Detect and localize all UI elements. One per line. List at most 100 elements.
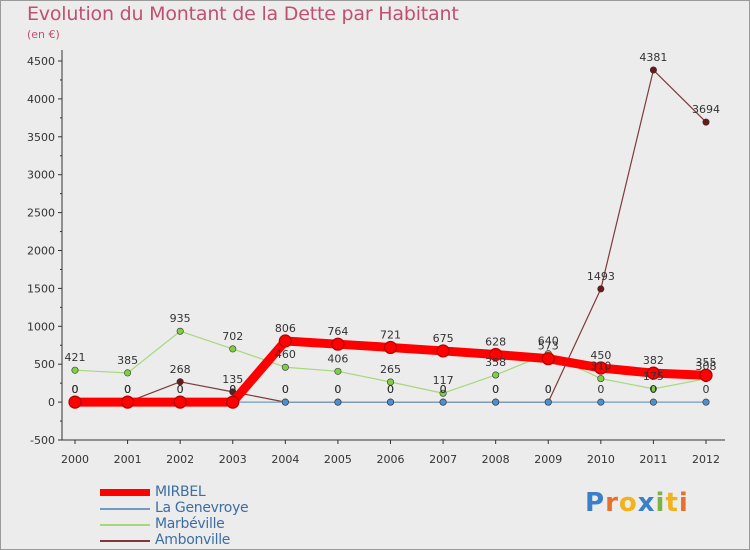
legend-swatch-marbeville: [100, 524, 150, 526]
series-point-0: [278, 334, 292, 348]
y-tick-label: -500: [30, 434, 55, 447]
data-label: 0: [597, 383, 604, 396]
data-label: 310: [590, 360, 611, 373]
x-tick-label: 2008: [482, 453, 510, 466]
logo-letter: r: [605, 488, 619, 518]
data-label: 0: [124, 383, 131, 396]
series-point-2: [597, 375, 605, 383]
x-tick-label: 2005: [324, 453, 352, 466]
data-label: 573: [538, 340, 559, 353]
data-label: 702: [222, 330, 243, 343]
data-label: 0: [545, 383, 552, 396]
legend-item-ambonville: Ambonville: [100, 532, 380, 549]
series-point-2: [439, 389, 447, 397]
data-label: 421: [65, 351, 86, 364]
series-point-0: [383, 340, 398, 355]
data-label: 0: [229, 383, 236, 396]
logo-letter: i: [678, 488, 689, 518]
series-point-2: [334, 367, 342, 375]
data-label: 265: [380, 363, 401, 376]
data-label: 0: [282, 383, 289, 396]
data-label: 764: [327, 325, 348, 338]
series-point-0: [489, 347, 503, 362]
y-tick-label: 2500: [27, 207, 55, 220]
logo-letter: t: [665, 488, 679, 518]
data-label: 460: [275, 348, 296, 361]
data-label: 382: [643, 354, 664, 367]
series-point-1: [281, 398, 289, 406]
series-point-0: [331, 337, 345, 351]
data-label: 0: [334, 383, 341, 396]
data-label: 175: [643, 370, 664, 383]
legend-swatch-ambonville: [100, 540, 150, 542]
data-label: 358: [485, 356, 506, 369]
data-label: 640: [538, 335, 559, 348]
x-tick-label: 2010: [587, 453, 615, 466]
data-label: 0: [72, 383, 79, 396]
data-label: 0: [703, 383, 710, 396]
data-label: 3694: [692, 103, 720, 116]
data-label: 0: [545, 383, 552, 396]
series-point-2: [176, 327, 184, 335]
y-tick-label: 4000: [27, 93, 55, 106]
series-point-1: [702, 398, 710, 406]
legend-label-marbeville: Marbéville: [155, 516, 225, 532]
series-point-0: [436, 344, 450, 358]
data-label: 721: [380, 328, 401, 341]
data-label: 450: [590, 349, 611, 362]
data-label: 268: [170, 363, 191, 376]
legend-label-mirbel: MIRBEL: [155, 484, 206, 500]
x-tick-label: 2001: [114, 453, 142, 466]
data-label: 0: [177, 383, 184, 396]
x-tick-label: 2000: [61, 453, 89, 466]
data-label: 628: [485, 335, 506, 348]
x-tick-label: 2002: [166, 453, 194, 466]
y-tick-label: 3000: [27, 169, 55, 182]
series-point-0: [699, 368, 713, 382]
x-tick-label: 2004: [271, 453, 299, 466]
y-tick-label: 2000: [27, 245, 55, 258]
series-point-1: [439, 398, 447, 406]
chart-title: Evolution du Montant de la Dette par Hab…: [27, 3, 459, 25]
data-label: 675: [433, 332, 454, 345]
series-point-0: [226, 395, 240, 409]
series-point-0: [173, 395, 187, 409]
legend-label-la-genevroye: La Genevroye: [155, 500, 249, 516]
series-point-0: [646, 366, 661, 380]
x-tick-label: 2003: [219, 453, 247, 466]
data-label: 0: [229, 383, 236, 396]
data-label: 0: [124, 383, 131, 396]
series-point-2: [124, 369, 132, 377]
plot-area: [62, 50, 725, 440]
data-label: 0: [124, 383, 131, 396]
data-label: 1493: [587, 270, 615, 283]
proxiti-logo: Proxiti: [585, 488, 689, 518]
x-tick-label: 2006: [377, 453, 405, 466]
data-label: 117: [433, 374, 454, 387]
logo-letter: i: [655, 488, 666, 518]
y-tick-label: 0: [48, 396, 55, 409]
data-label: 308: [696, 360, 717, 373]
series-point-0: [541, 352, 555, 366]
data-label: 0: [334, 383, 341, 396]
legend: MIRBEL La Genevroye Marbéville Ambonvill…: [100, 484, 380, 549]
legend-item-mirbel: MIRBEL: [100, 484, 380, 501]
series-point-2: [649, 385, 657, 393]
data-label: 355: [696, 356, 717, 369]
series-point-1: [492, 398, 500, 406]
series-point-3: [702, 118, 710, 126]
series-point-0: [68, 395, 82, 409]
series-point-0: [594, 361, 608, 375]
series-point-0: [120, 395, 135, 409]
series-point-2: [386, 378, 394, 386]
data-label: 406: [327, 352, 348, 365]
logo-letter: P: [585, 488, 606, 518]
legend-swatch-mirbel: [100, 489, 150, 496]
series-point-1: [334, 398, 342, 406]
data-label: 0: [387, 383, 394, 396]
data-label: 806: [275, 322, 296, 335]
data-label: 0: [387, 383, 394, 396]
x-tick-label: 2011: [639, 453, 667, 466]
y-tick-label: 1000: [27, 320, 55, 333]
logo-letter: x: [637, 488, 656, 518]
